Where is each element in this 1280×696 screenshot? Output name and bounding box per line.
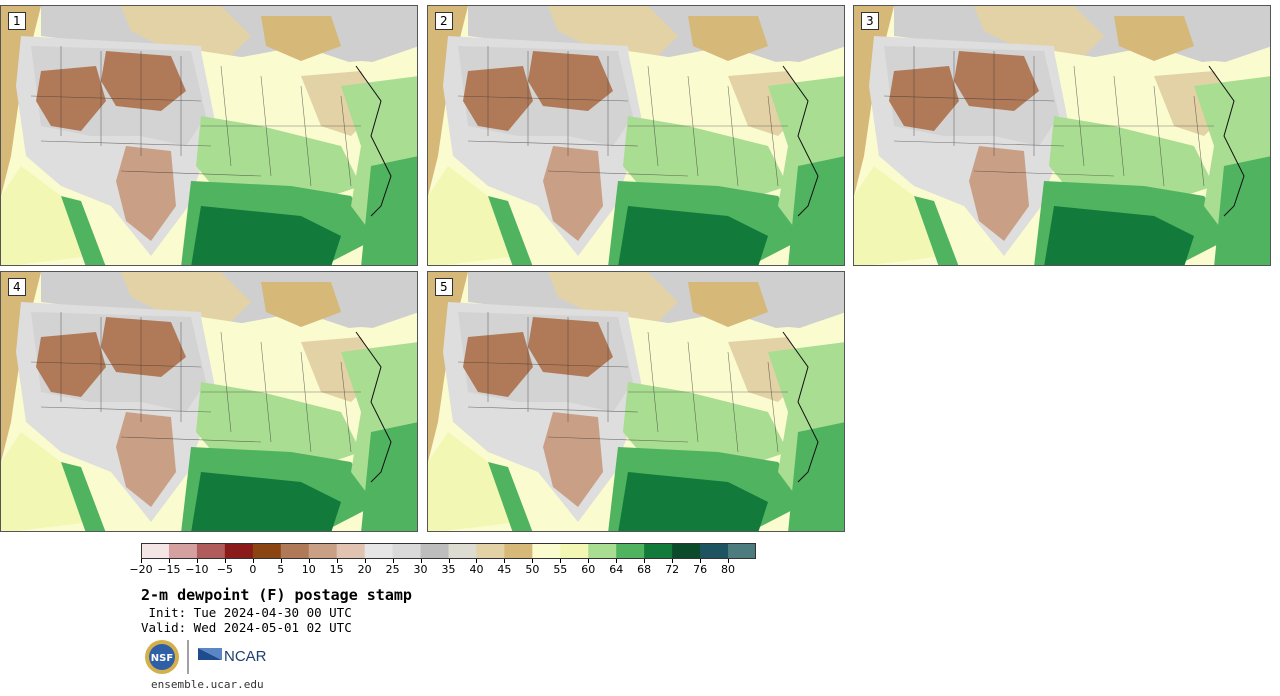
colorbar-swatch xyxy=(168,543,198,559)
colorbar-swatch xyxy=(700,543,729,559)
stamp-5[interactable]: 5 xyxy=(427,271,845,532)
ncar-logo-text: NCAR xyxy=(224,648,267,665)
colorbar-swatch xyxy=(672,543,701,559)
colorbar-tick-label: −20 xyxy=(129,563,153,576)
colorbar-tick-label: 15 xyxy=(329,563,344,576)
colorbar-tick xyxy=(336,559,338,563)
colorbar-tick xyxy=(252,559,254,563)
colorbar-tick xyxy=(448,559,450,563)
stamp-map xyxy=(854,6,1270,265)
colorbar-tick-label: 35 xyxy=(441,563,456,576)
stamp-label: 1 xyxy=(8,12,26,30)
colorbar-ticks: −20 −15 −10 −5 0 5 10 15 20 25 30 35 40 45 50 55 60 64 68 7… xyxy=(129,559,756,579)
colorbar-tick-label: 0 xyxy=(249,563,257,576)
colorbar-tick xyxy=(728,559,730,563)
colorbar-swatch xyxy=(252,543,282,559)
stamp-label: 2 xyxy=(435,12,453,30)
nsf-logo-icon: NSF xyxy=(145,640,179,674)
colorbar-tick xyxy=(392,559,394,563)
colorbar-tick-label: 25 xyxy=(385,563,400,576)
colorbar-tick-label: 80 xyxy=(721,563,736,576)
colorbar-tick-label: 40 xyxy=(469,563,484,576)
colorbar-tick xyxy=(700,559,702,563)
colorbar-tick xyxy=(504,559,506,563)
colorbar-tick xyxy=(168,559,170,563)
colorbar-tick-label: −10 xyxy=(185,563,209,576)
colorbar-tick-label: 72 xyxy=(665,563,680,576)
colorbar-tick-label: 60 xyxy=(581,563,596,576)
colorbar-tick xyxy=(644,559,646,563)
stamp-label: 5 xyxy=(435,278,453,296)
colorbar-tick xyxy=(141,559,142,563)
stamp-label: 3 xyxy=(861,12,879,30)
colorbar-tick xyxy=(280,559,282,563)
colorbar-tick-label: 50 xyxy=(525,563,540,576)
colorbar-tick-label: 20 xyxy=(357,563,372,576)
footer-url[interactable]: ensemble.ucar.edu xyxy=(151,678,264,691)
colorbar-tick xyxy=(364,559,366,563)
colorbar-tick xyxy=(588,559,590,563)
colorbar-tick xyxy=(560,559,562,563)
colorbar-tick xyxy=(224,559,226,563)
colorbar xyxy=(141,543,756,559)
colorbar-swatch xyxy=(308,543,338,559)
colorbar-tick-label: 10 xyxy=(301,563,316,576)
stamp-4[interactable]: 4 xyxy=(0,271,418,532)
colorbar-tick xyxy=(616,559,618,563)
valid-time: Valid: Wed 2024-05-01 02 UTC xyxy=(141,620,352,635)
stamp-2[interactable]: 2 xyxy=(427,5,845,266)
colorbar-swatch xyxy=(532,543,561,559)
colorbar-tick-label: 5 xyxy=(277,563,285,576)
colorbar-swatch xyxy=(560,543,589,559)
plot-title: 2-m dewpoint (F) postage stamp xyxy=(141,586,412,604)
colorbar-swatch xyxy=(728,543,756,559)
stamp-map xyxy=(428,272,844,531)
colorbar-tick-label: 45 xyxy=(497,563,512,576)
colorbar-swatch xyxy=(364,543,394,559)
stamp-map xyxy=(1,6,417,265)
logos: NSF NCAR xyxy=(145,640,267,674)
colorbar-swatch xyxy=(392,543,422,559)
stamp-3[interactable]: 3 xyxy=(853,5,1271,266)
colorbar-swatch xyxy=(196,543,226,559)
colorbar-tick xyxy=(420,559,422,563)
stamp-label: 4 xyxy=(8,278,26,296)
colorbar-swatch xyxy=(280,543,310,559)
colorbar-tick-label: 64 xyxy=(609,563,624,576)
colorbar-swatch xyxy=(420,543,449,559)
stamp-map xyxy=(1,272,417,531)
colorbar-tick-label: −5 xyxy=(216,563,233,576)
colorbar-tick-label: −15 xyxy=(157,563,181,576)
colorbar-tick xyxy=(672,559,674,563)
colorbar-swatch xyxy=(141,543,170,559)
colorbar-swatch xyxy=(336,543,366,559)
colorbar-swatch xyxy=(588,543,617,559)
colorbar-tick xyxy=(532,559,534,563)
init-time: Init: Tue 2024-04-30 00 UTC xyxy=(141,605,352,620)
nsf-logo-text: NSF xyxy=(151,653,173,664)
stamp-map xyxy=(428,6,844,265)
colorbar-tick-label: 76 xyxy=(693,563,708,576)
colorbar-swatch xyxy=(644,543,673,559)
colorbar-tick xyxy=(196,559,198,563)
colorbar-tick-label: 68 xyxy=(637,563,652,576)
colorbar-tick xyxy=(308,559,310,563)
colorbar-border xyxy=(141,543,756,559)
colorbar-swatch xyxy=(616,543,645,559)
colorbar-swatch xyxy=(448,543,477,559)
colorbar-tick-label: 30 xyxy=(413,563,428,576)
ncar-logo-icon: NCAR xyxy=(198,648,267,665)
colorbar-swatch xyxy=(476,543,505,559)
colorbar-tick xyxy=(476,559,478,563)
colorbar-swatch xyxy=(224,543,254,559)
stamp-1[interactable]: 1 xyxy=(0,5,418,266)
colorbar-tick-label: 55 xyxy=(553,563,568,576)
colorbar-swatch xyxy=(504,543,533,559)
